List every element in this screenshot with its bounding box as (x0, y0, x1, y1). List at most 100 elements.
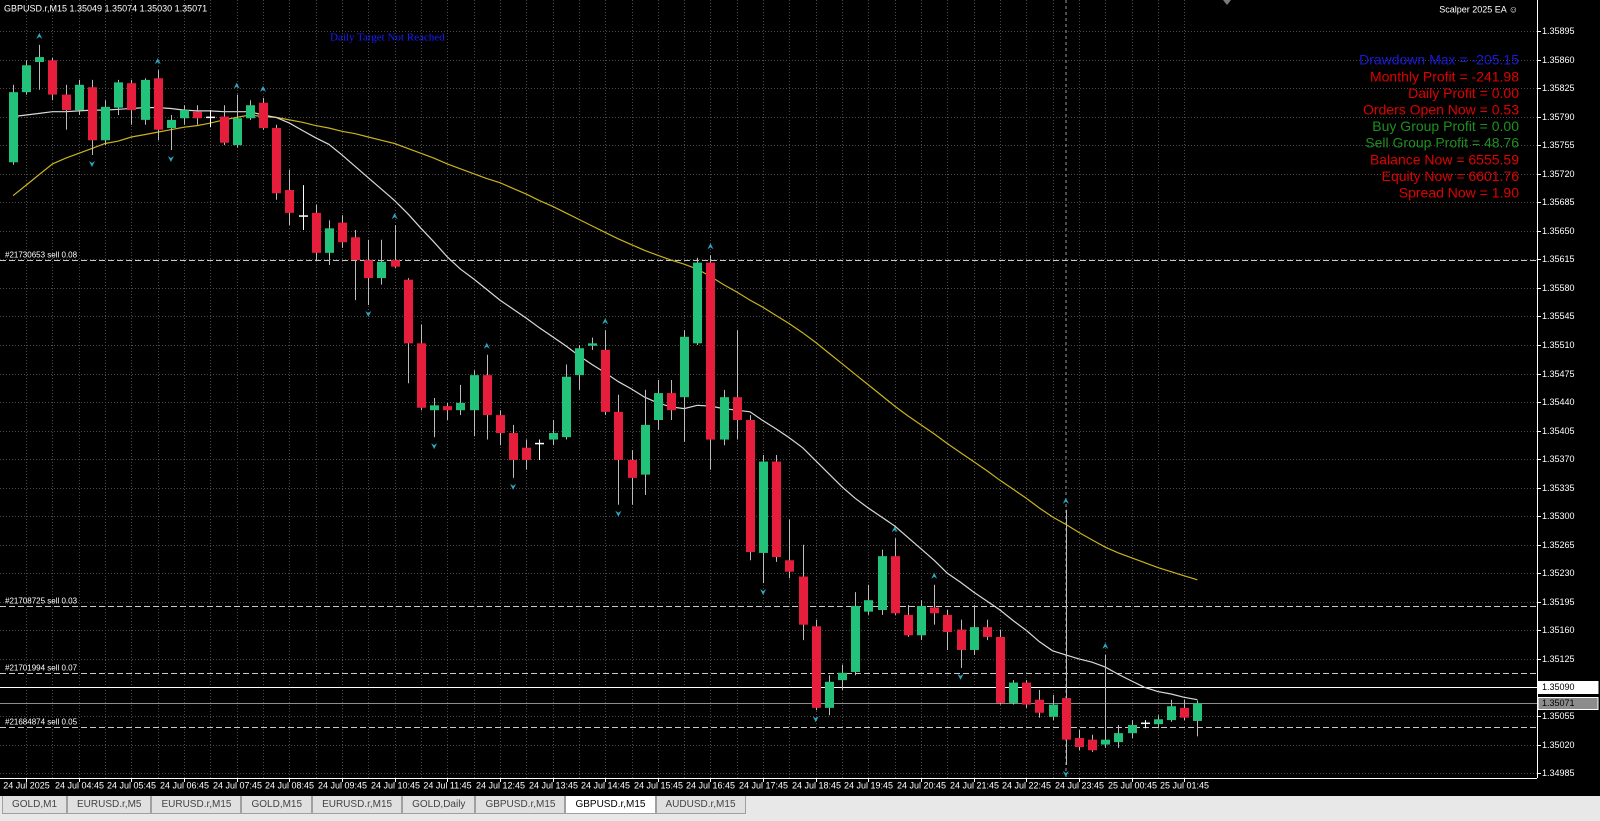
y-tick-label: 1.35650 (1542, 226, 1575, 236)
y-tick-label: 1.35720 (1542, 169, 1575, 179)
fractal-down (812, 716, 819, 723)
y-tick-label: 1.35755 (1542, 140, 1575, 150)
candle-body (193, 111, 202, 119)
info-line: Daily Profit = 0.00 (1408, 85, 1519, 101)
candle-body (996, 636, 1005, 703)
y-tick-label: 1.35265 (1542, 540, 1575, 550)
candle-body (1088, 739, 1097, 751)
chart-tab[interactable]: GOLD,M1 (2, 796, 68, 814)
candle-body (496, 415, 505, 434)
shift-marker (1223, 0, 1231, 5)
fractal-down (510, 483, 517, 490)
candle-body (1180, 707, 1189, 718)
candle-body (614, 411, 623, 460)
candle-body (88, 87, 97, 141)
x-tick-label: 25 Jul 00:45 (1108, 780, 1157, 790)
candle-body (1022, 682, 1031, 705)
order-label: #21684874 sell 0.05 (5, 718, 78, 727)
candle-body (588, 343, 597, 346)
fractal-up (233, 82, 240, 89)
candle-body (364, 260, 373, 279)
chart-tab[interactable]: EURUSD.r,M15 (151, 796, 242, 814)
y-tick-label: 1.35125 (1542, 654, 1575, 664)
candle-body (377, 261, 386, 279)
y-tick-label: 1.35475 (1542, 369, 1575, 379)
candle-body (1141, 722, 1150, 725)
fractal-up (1062, 497, 1069, 504)
fractal-up (483, 342, 490, 349)
fractal-down (365, 311, 372, 318)
candle-body (1193, 702, 1202, 721)
candle-body (654, 393, 663, 420)
y-tick-label: 1.35510 (1542, 340, 1575, 350)
candle-body (417, 343, 426, 408)
info-line: Sell Group Profit = 48.76 (1365, 135, 1519, 151)
fractal-down (88, 160, 95, 167)
candle-body (1075, 738, 1084, 748)
candle-body (220, 116, 229, 143)
x-tick-label: 24 Jul 21:45 (950, 780, 999, 790)
candle-body (35, 57, 44, 62)
info-line: Spread Now = 1.90 (1399, 185, 1519, 201)
x-tick-label: 24 Jul 2025 (3, 780, 50, 790)
price-label: 1.35071 (1542, 698, 1575, 708)
candle-body (601, 349, 610, 412)
candle-body (693, 262, 702, 344)
candle-body (904, 614, 913, 636)
candle-body (1101, 739, 1110, 745)
y-tick-label: 1.35790 (1542, 112, 1575, 122)
candle-body (957, 629, 966, 650)
fractal-up (602, 318, 609, 325)
info-line: Equity Now = 6601.76 (1382, 168, 1520, 184)
candle-body (154, 78, 163, 130)
candle-body (351, 237, 360, 261)
chart-tab[interactable]: EURUSD.r,M15 (312, 796, 403, 814)
candle-body (1062, 698, 1071, 740)
candle-body (285, 190, 294, 213)
candle-body (141, 79, 150, 120)
price-label: 1.35090 (1542, 682, 1575, 692)
candle-body (1128, 724, 1137, 734)
candle-body (733, 397, 742, 420)
candle-body (812, 626, 821, 708)
x-tick-label: 24 Jul 07:45 (213, 780, 262, 790)
x-tick-label: 25 Jul 01:45 (1160, 780, 1209, 790)
candle-body (785, 560, 794, 572)
candle-body (233, 118, 242, 146)
fractal-down (167, 156, 174, 163)
chart-tab[interactable]: GBPUSD.r,M15 (565, 796, 656, 814)
fractal-up (1102, 642, 1109, 649)
info-line: Drawdown Max = -205.15 (1359, 52, 1519, 68)
candle-body (470, 375, 479, 411)
candle-body (667, 393, 676, 411)
x-tick-label: 24 Jul 19:45 (844, 780, 893, 790)
fractal-up (36, 32, 43, 39)
candle-body (930, 607, 939, 614)
chart: GBPUSD.r,M15 1.35049 1.35074 1.35030 1.3… (0, 0, 1599, 791)
y-tick-label: 1.35580 (1542, 283, 1575, 293)
chart-tab[interactable]: AUDUSD.r,M15 (655, 796, 746, 814)
chart-tab[interactable]: GOLD,Daily (402, 796, 476, 814)
candle-body (259, 102, 268, 129)
chart-tab[interactable]: GOLD,M15 (241, 796, 313, 814)
fractal-down (957, 673, 964, 680)
candle-body (825, 681, 834, 708)
chart-tab[interactable]: EURUSD.r,M5 (67, 796, 152, 814)
candle-body (509, 433, 518, 460)
candle-body (22, 65, 31, 93)
chart-tab[interactable]: GBPUSD.r,M15 (475, 796, 566, 814)
fractal-up (260, 85, 267, 92)
candle-body (891, 556, 900, 614)
info-line: Buy Group Profit = 0.00 (1372, 118, 1519, 134)
candle-body (443, 406, 452, 411)
y-tick-label: 1.35440 (1542, 397, 1575, 407)
x-tick-label: 24 Jul 08:45 (265, 780, 314, 790)
y-tick-label: 1.35615 (1542, 254, 1575, 264)
symbol-info: GBPUSD.r,M15 1.35049 1.35074 1.35030 1.3… (4, 3, 207, 13)
y-tick-label: 1.35055 (1542, 711, 1575, 721)
candle-body (772, 461, 781, 557)
candle-body (575, 348, 584, 376)
x-tick-label: 24 Jul 06:45 (160, 780, 209, 790)
candle-body (983, 627, 992, 637)
